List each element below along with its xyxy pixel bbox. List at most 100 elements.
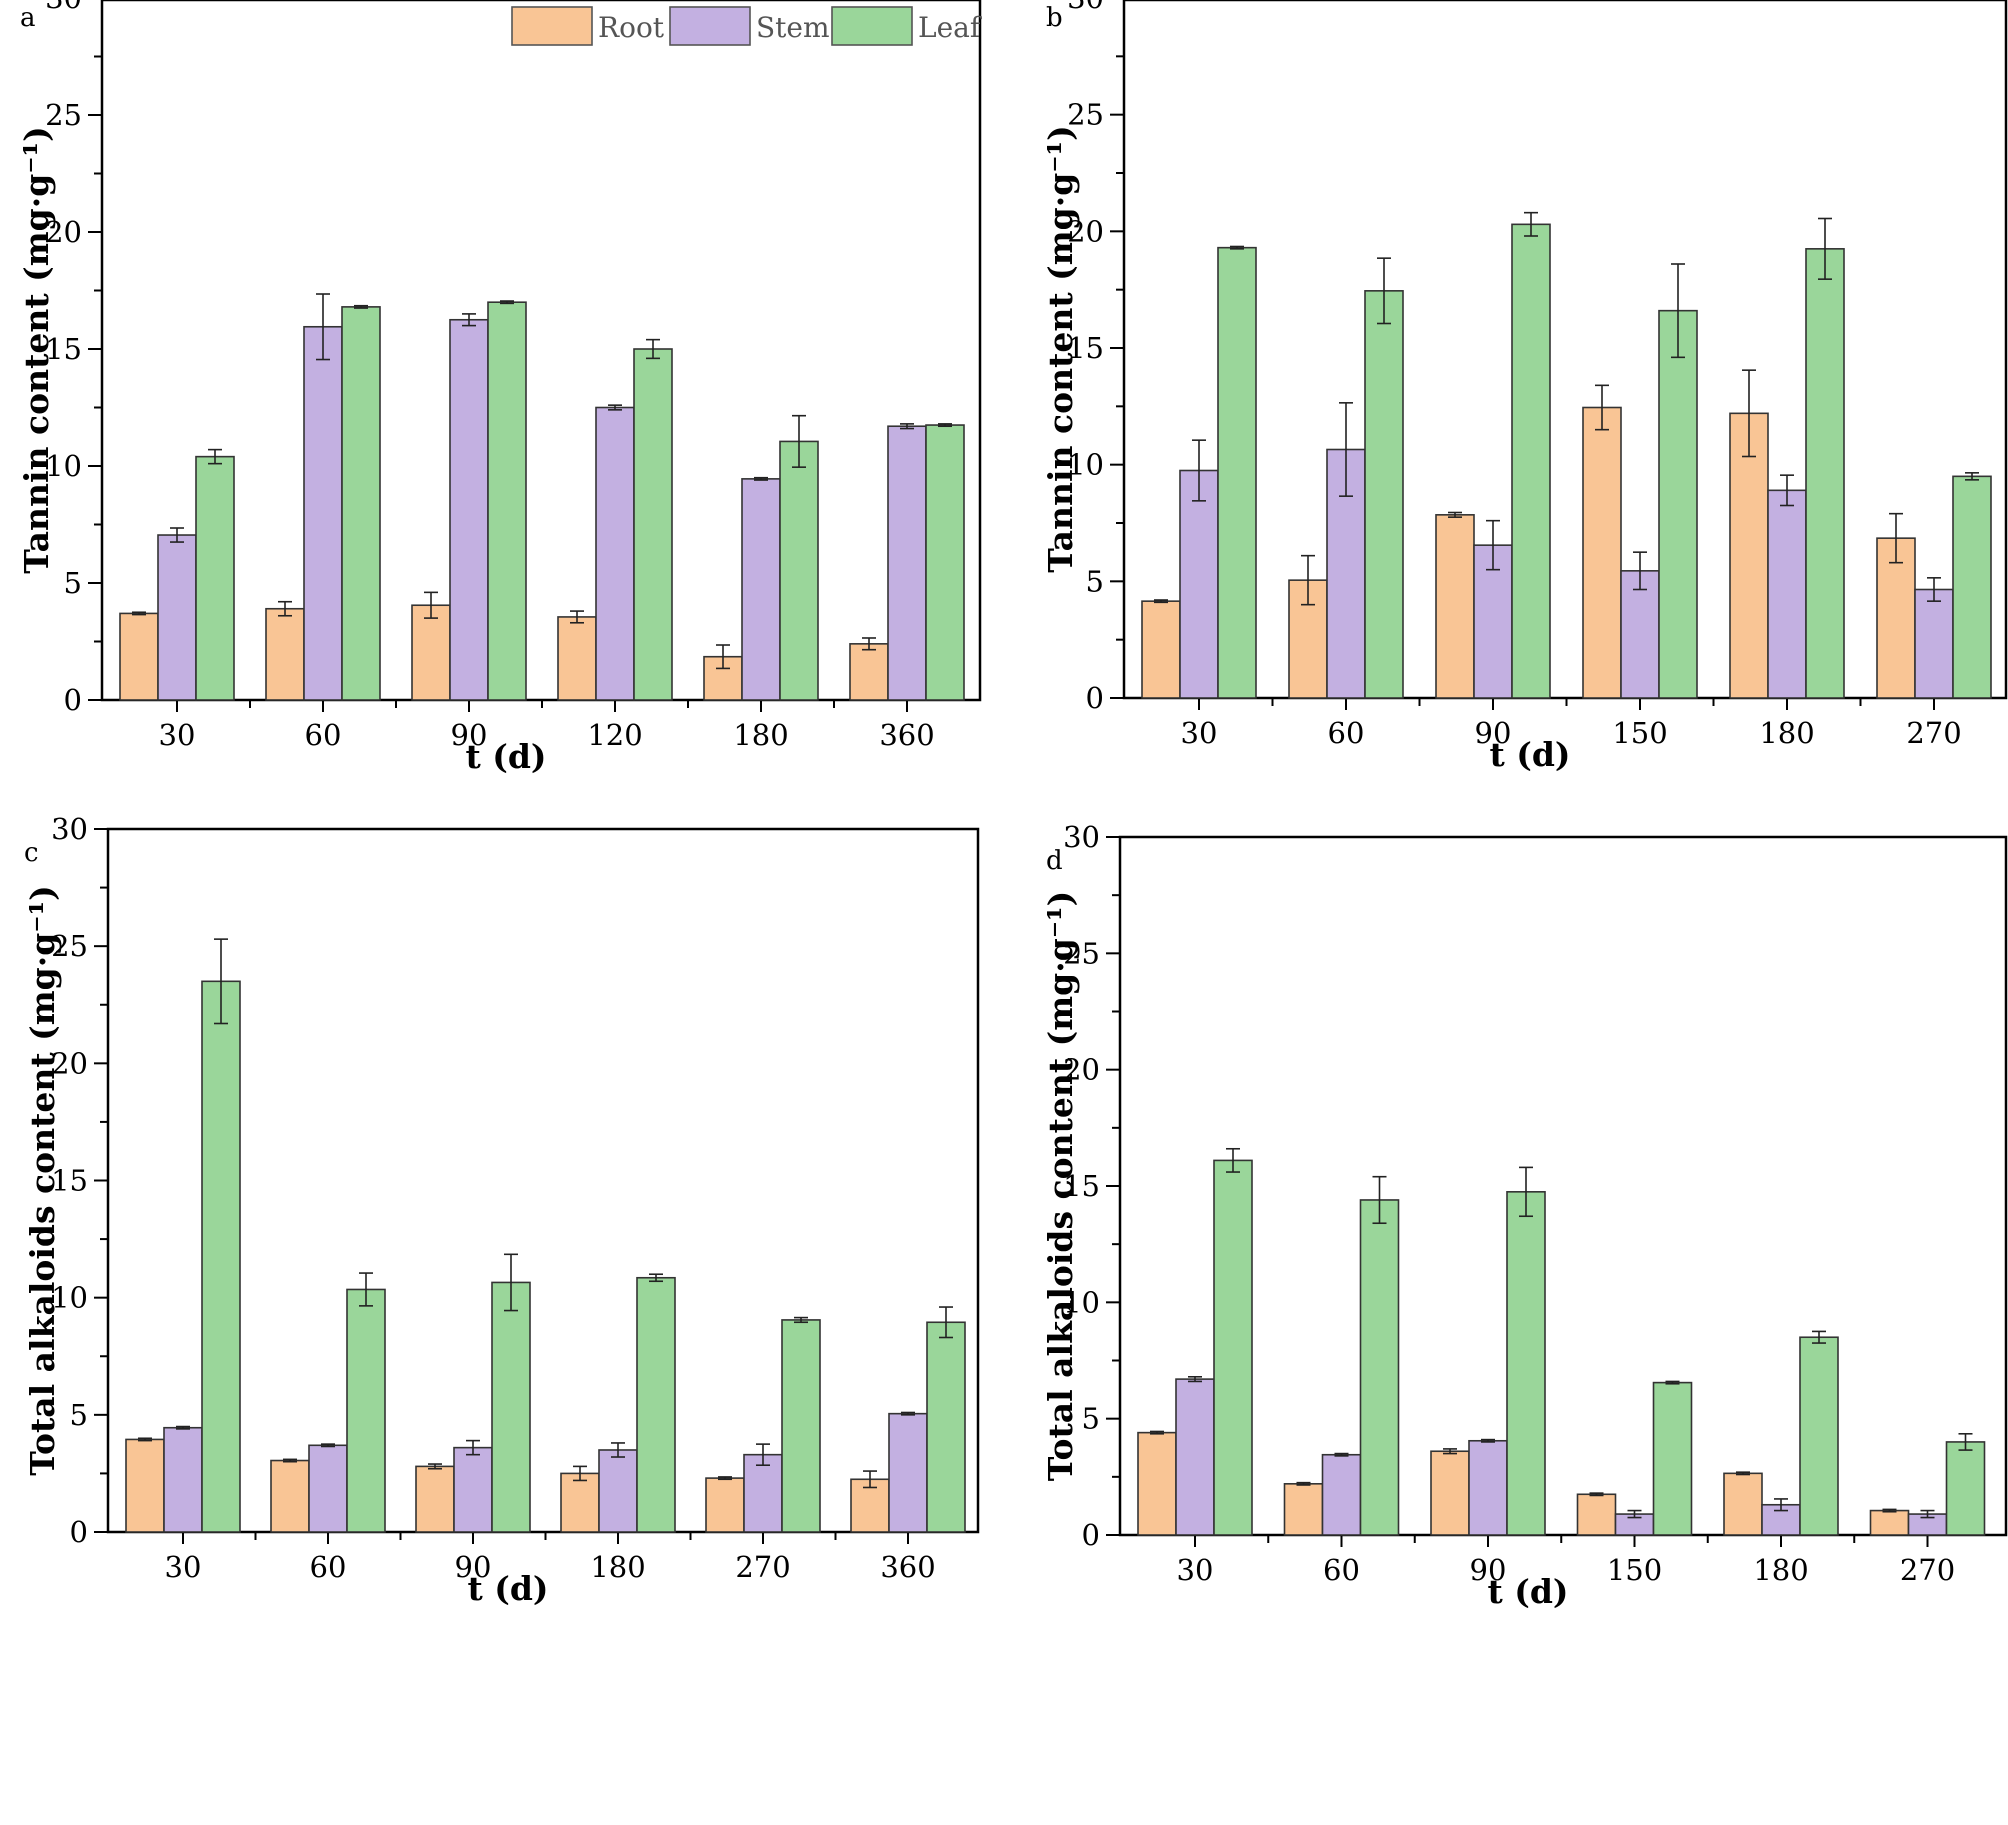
x-tick-label: 90 [451,718,488,752]
chart-panel-d: d 0 5 10 15 20 25 30 Total alkaloids content (mg… [1041,820,2008,1611]
y-tick-label: 0 [64,683,82,717]
legend-swatch-leaf [831,6,913,46]
bar-leaf-180 [1799,1336,1839,1536]
x-tick-label: 360 [880,1550,935,1584]
x-tick-label: 180 [1753,1553,1808,1587]
x-tick-label: 30 [159,718,196,752]
y-axis-title: Total alkaloids content (mg·g⁻¹) [1041,891,1080,1482]
bar-root-60 [265,607,305,701]
chart-panel-b: b 0 5 10 15 20 25 30 Tannin content (mg·g⁻¹) t (d… [1041,0,2008,774]
y-tick-label: 5 [1082,1402,1100,1436]
bar-stem-90 [453,1446,493,1533]
bar-leaf-60 [346,1288,386,1533]
bar-leaf-90 [1511,223,1551,699]
panel-letter: b [1046,3,1063,33]
x-tick-label: 150 [1612,716,1667,750]
panel-letter: c [24,838,39,868]
y-tick-label: 30 [1067,0,1104,15]
bar-leaf-120 [633,348,673,701]
bar-leaf-180 [779,440,819,701]
bar-stem-30 [1175,1378,1215,1536]
x-axis-title: t (d) [1487,1572,1568,1611]
bar-stem-90 [1468,1439,1508,1536]
bar-root-180 [1729,412,1769,699]
chart-panel-a: a 0 5 10 15 20 25 30 Tannin content (mg·g⁻¹) t (d… [17,0,983,776]
y-tick-label: 30 [51,812,88,846]
plot-frame [1118,835,2008,1537]
bar-leaf-270 [781,1319,821,1533]
bar-root-270 [705,1477,745,1533]
legend-swatch-stem [669,6,751,46]
bar-leaf-60 [1359,1199,1400,1536]
bar-leaf-150 [1652,1381,1693,1536]
panel-letter: a [20,3,36,33]
y-tick-label: 10 [45,449,82,483]
bar-root-120 [557,616,597,701]
bar-leaf-90 [491,1281,531,1533]
y-tick-label: 20 [1063,1053,1100,1087]
bar-root-90 [1435,514,1475,699]
y-tick-label: 15 [1063,1169,1100,1203]
bar-root-150 [1582,406,1622,699]
y-tick-label: 10 [51,1281,88,1315]
bar-stem-90 [449,318,489,701]
y-tick-label: 5 [64,566,82,600]
x-tick-label: 60 [1323,1553,1360,1587]
bar-stem-360 [888,1412,928,1533]
x-tick-label: 120 [587,718,642,752]
y-tick-label: 10 [1067,448,1104,482]
bar-stem-180 [1767,489,1807,699]
y-tick-label: 30 [45,0,82,15]
bar-stem-270 [743,1453,783,1533]
x-tick-label: 60 [305,718,342,752]
bar-root-60 [270,1459,310,1533]
y-tick-label: 5 [1086,564,1104,598]
bar-root-150 [1576,1493,1617,1536]
bar-leaf-30 [201,980,241,1533]
bar-stem-30 [163,1426,203,1533]
bar-leaf-180 [636,1276,676,1533]
y-tick-label: 20 [45,215,82,249]
bar-leaf-30 [1217,246,1257,699]
bar-stem-60 [308,1444,348,1533]
legend-label-root: Root [598,11,665,44]
x-tick-label: 180 [1759,716,1814,750]
bar-leaf-30 [1213,1159,1253,1536]
y-tick-label: 10 [1063,1285,1100,1319]
x-axis-title: t (d) [467,1569,548,1608]
bar-leaf-60 [1364,290,1404,699]
y-tick-label: 5 [70,1398,88,1432]
x-tick-label: 30 [1177,1553,1214,1587]
panels-group: a 0 5 10 15 20 25 30 Tannin content (mg·g⁻¹) t (d… [17,0,2008,1611]
bar-root-180 [1723,1472,1763,1536]
x-tick-label: 60 [1328,716,1365,750]
x-tick-label: 270 [1900,1553,1955,1587]
bar-leaf-30 [195,455,235,701]
y-tick-label: 0 [1086,681,1104,715]
bar-root-30 [125,1438,165,1533]
bar-stem-60 [1321,1453,1362,1536]
y-tick-label: 20 [51,1046,88,1080]
bar-root-270 [1869,1509,1910,1536]
bar-leaf-90 [487,301,527,701]
x-axis-title: t (d) [1489,735,1570,774]
bar-stem-60 [303,325,343,701]
bar-root-90 [415,1465,455,1533]
y-tick-label: 25 [1063,936,1100,970]
y-tick-label: 15 [51,1164,88,1198]
legend-label-leaf: Leaf [918,11,983,44]
y-tick-label: 25 [51,929,88,963]
legend-label-stem: Stem [756,11,830,44]
bar-stem-180 [741,478,781,701]
y-axis-title: Tannin content (mg·g⁻¹) [17,126,56,574]
x-tick-label: 90 [1475,716,1512,750]
chart-panel-c: c 0 5 10 15 20 25 30 Total alkaloids content (mg… [23,812,980,1608]
bar-stem-360 [887,425,927,701]
bar-root-30 [119,612,159,701]
x-tick-label: 90 [1470,1553,1507,1587]
x-tick-label: 180 [590,1550,645,1584]
bar-leaf-270 [1945,1441,1986,1536]
x-tick-label: 150 [1607,1553,1662,1587]
y-tick-label: 0 [70,1515,88,1549]
